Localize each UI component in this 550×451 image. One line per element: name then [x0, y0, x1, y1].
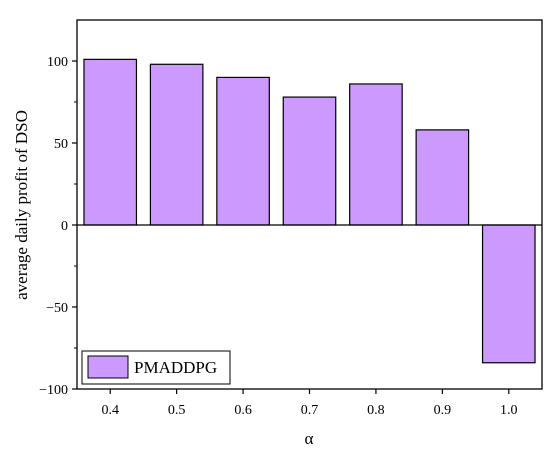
bars-group	[83, 58, 536, 364]
x-axis: 0.4 0.5 0.6 0.7 0.8 0.9 1.0	[101, 389, 518, 418]
bar-1.0	[481, 224, 536, 364]
y-axis: −100 −50 0 50 100	[39, 55, 77, 398]
bar-0.5	[149, 63, 204, 226]
bar-0.4	[83, 58, 138, 226]
legend-label: PMADDPG	[134, 358, 217, 377]
bar-0.7	[282, 96, 337, 226]
bar-0.6	[216, 76, 270, 226]
x-tick-label: 0.8	[367, 403, 385, 418]
x-tick-label: 1.0	[500, 403, 518, 418]
y-tick-label: 100	[47, 55, 68, 70]
y-axis-title: average daily profit of DSO	[12, 110, 31, 300]
legend-swatch	[87, 355, 129, 379]
y-tick-label: 0	[61, 219, 68, 234]
x-axis-title: α	[305, 429, 314, 448]
x-tick-label: 0.4	[101, 403, 119, 418]
y-tick-label: 50	[54, 137, 68, 152]
x-tick-label: 0.5	[168, 403, 186, 418]
y-tick-label: −100	[39, 383, 68, 398]
x-tick-label: 0.6	[234, 403, 252, 418]
bar-0.9	[415, 129, 470, 226]
legend: PMADDPG	[81, 350, 231, 385]
y-tick-label: −50	[46, 301, 68, 316]
bar-0.8	[349, 83, 403, 226]
x-tick-label: 0.9	[434, 403, 452, 418]
x-tick-label: 0.7	[301, 403, 319, 418]
